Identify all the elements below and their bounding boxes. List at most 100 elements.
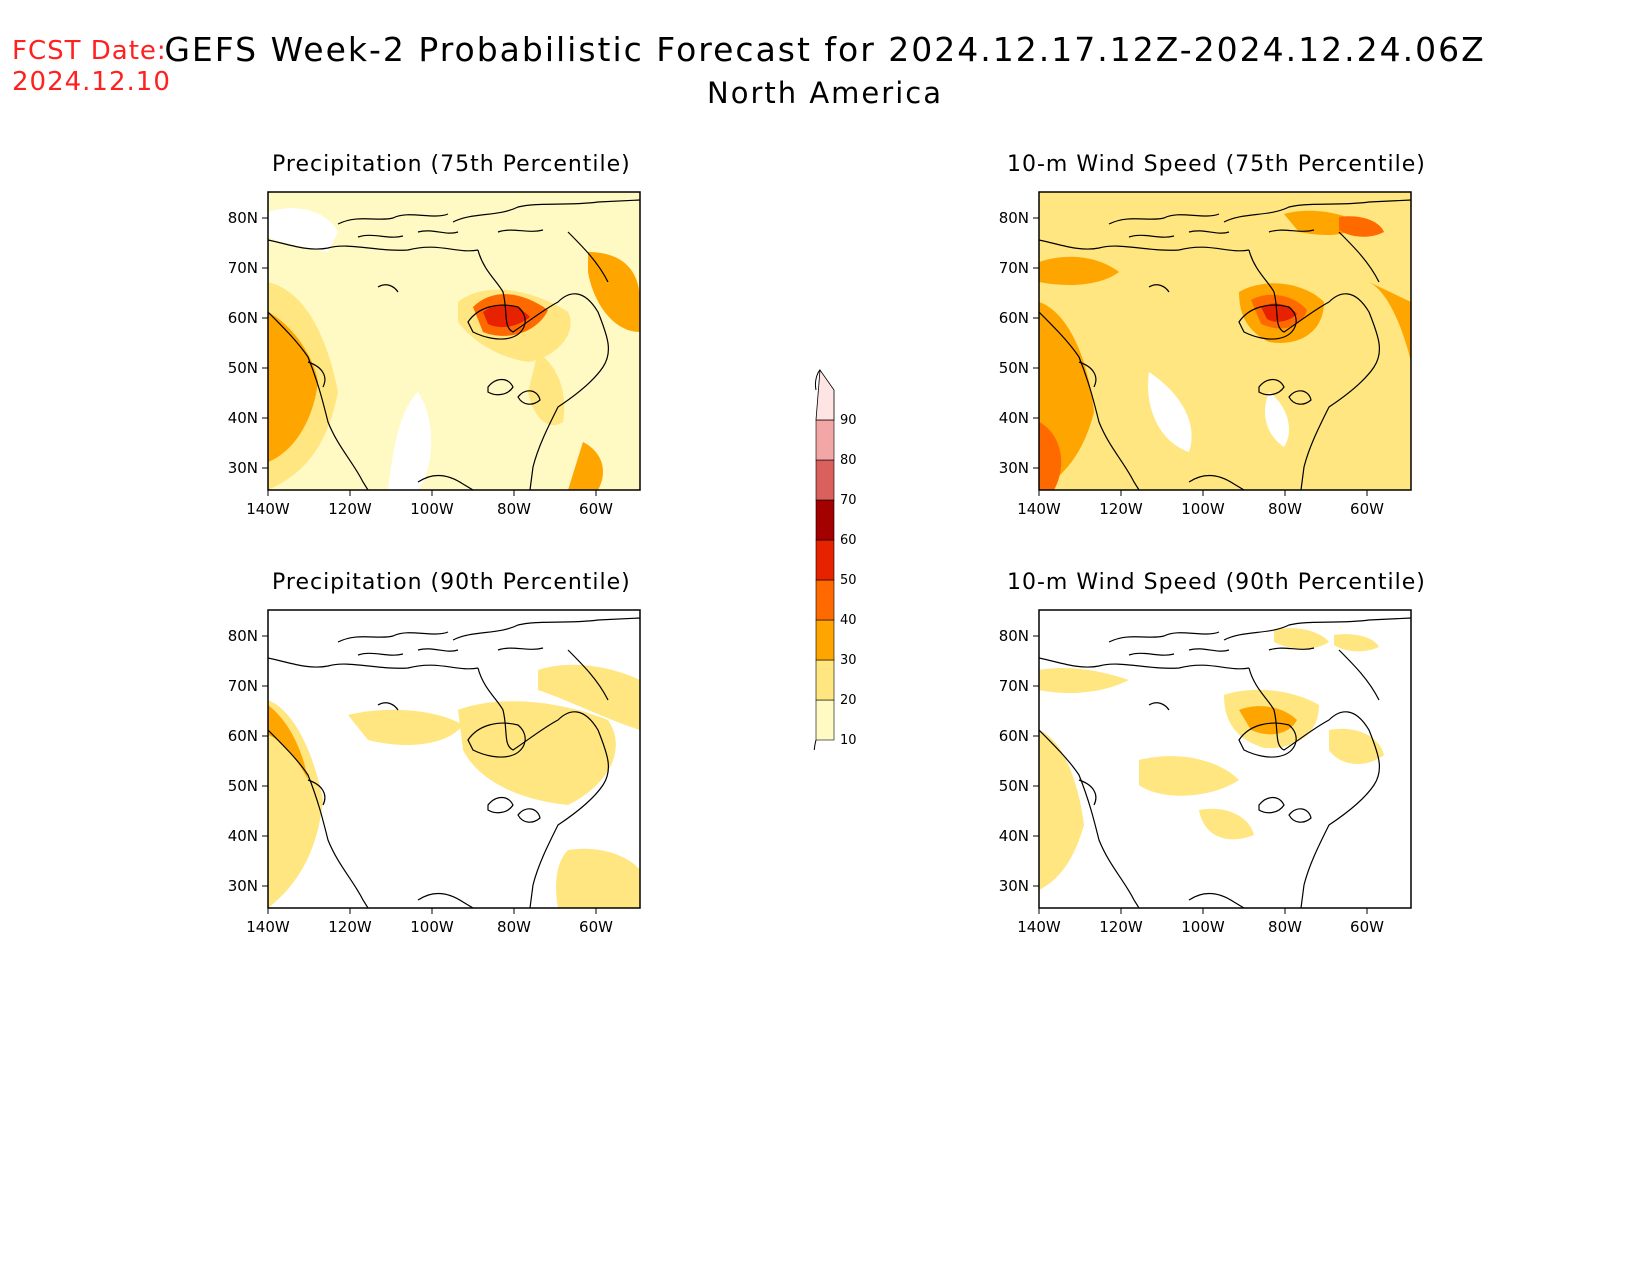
coastline-segment [1338, 649, 1380, 701]
lon-tick-label: 100W [410, 918, 454, 936]
coastline-segment [1268, 229, 1315, 233]
colorbar-label: 60 [840, 533, 857, 548]
lat-tick-label: 50N [228, 777, 258, 795]
coastline-segment [1223, 199, 1411, 223]
coastline-segment [477, 249, 610, 490]
coastline-segment [1039, 657, 1250, 670]
coastline-segment [1078, 779, 1097, 806]
probability-contour-region [538, 664, 640, 730]
lat-tick-label: 30N [999, 877, 1029, 895]
probability-contour-region [1039, 730, 1084, 890]
coastline-segment [1188, 230, 1230, 234]
lon-tick-label: 120W [328, 918, 372, 936]
colorbar-segment [815, 539, 835, 581]
coastline-segment [307, 779, 326, 806]
coastline-segment [1039, 729, 1140, 908]
coastline-segment [567, 231, 609, 283]
coastline-segment [417, 892, 474, 908]
coastline-segment [1258, 796, 1285, 814]
coastline-segment [467, 722, 526, 758]
lon-tick-label: 60W [579, 500, 613, 518]
coastline-segment [357, 234, 404, 238]
coastline-segment [1148, 284, 1170, 293]
figure-title: GEFS Week-2 Probabilistic Forecast for 2… [164, 30, 1486, 69]
probability-contour-region [568, 442, 603, 490]
map-frame [267, 609, 641, 909]
probability-contour-region [1039, 668, 1129, 693]
coastline-segment [1248, 249, 1381, 490]
colorbar-label: 90 [840, 413, 857, 428]
colorbar-segment [815, 579, 835, 621]
coastline-segment [497, 647, 544, 651]
coastline-segment [517, 808, 541, 823]
lat-tick-label: 70N [999, 677, 1029, 695]
coastline-segment [1258, 378, 1285, 396]
colorbar-segment [815, 699, 835, 741]
lon-tick-label: 60W [1350, 500, 1384, 518]
lat-tick-label: 40N [999, 827, 1029, 845]
coastline-segment [307, 361, 326, 388]
lat-tick-label: 30N [999, 459, 1029, 477]
coastline-segment [1128, 652, 1175, 656]
lon-tick-label: 100W [1181, 500, 1225, 518]
coastline-segment [1288, 390, 1312, 405]
coastline-segment [1108, 631, 1220, 643]
colorbar-head [815, 369, 821, 391]
probability-contour-region [1264, 392, 1289, 447]
coastline-segment [1238, 304, 1297, 340]
colorbar-segment [815, 659, 835, 701]
map-frame [267, 191, 641, 491]
coastline [268, 617, 640, 908]
coastline-segment [357, 652, 404, 656]
coastline-segment [337, 631, 449, 643]
forecast-date-label: FCST Date: 2024.12.10 [12, 36, 171, 98]
shaded-probability-field [268, 664, 640, 908]
coastline-segment [377, 284, 399, 293]
lat-tick-label: 80N [228, 627, 258, 645]
coastline-segment [1128, 234, 1175, 238]
probability-contour-region [1039, 422, 1062, 490]
lat-tick-label: 70N [999, 259, 1029, 277]
coastline [268, 199, 640, 490]
lat-tick-label: 70N [228, 259, 258, 277]
lon-tick-label: 120W [328, 500, 372, 518]
lat-tick-label: 70N [228, 677, 258, 695]
probability-contour-region [1369, 282, 1411, 362]
coastline [1039, 199, 1411, 490]
map-panel-wind-75: 140W 120W 100W 80W 60W 80N 70N 60N 50N 40N 30N [999, 191, 1412, 518]
colorbar-label: 70 [840, 493, 857, 508]
colorbar-label: 20 [840, 693, 857, 708]
coastline-segment [567, 649, 609, 701]
lat-tick-label: 50N [999, 359, 1029, 377]
coastline-segment [377, 702, 399, 711]
coastline-segment [477, 667, 610, 908]
coastline-segment [268, 657, 479, 670]
colorbar-segment [815, 419, 835, 461]
lat-tick-label: 50N [228, 359, 258, 377]
colorbar-segment [815, 459, 835, 501]
forecast-date-value: 2024.12.10 [12, 67, 171, 97]
colorbar-label: 30 [840, 653, 857, 668]
lon-tick-label: 140W [1017, 918, 1061, 936]
coastline-segment [487, 796, 514, 814]
coastline-segment [1078, 361, 1097, 388]
probability-contour-region [556, 848, 640, 908]
probability-contour-region [1261, 303, 1297, 322]
coastline-segment [268, 729, 369, 908]
coastline-segment [417, 230, 459, 234]
coastline-segment [467, 304, 526, 340]
probability-contour-region [1199, 808, 1254, 840]
coastline-segment [1338, 231, 1380, 283]
lon-tick-label: 60W [1350, 918, 1384, 936]
map-frame [1038, 191, 1412, 491]
lat-tick-label: 30N [228, 459, 258, 477]
colorbar: 10 20 30 40 50 60 70 80 90 [813, 368, 857, 750]
probability-contour-region [528, 352, 565, 426]
coastline-segment [1039, 311, 1140, 490]
map-frame [1038, 609, 1412, 909]
lon-tick-label: 80W [1268, 500, 1302, 518]
coastline-segment [497, 229, 544, 233]
lat-tick-label: 40N [228, 409, 258, 427]
colorbar-label: 50 [840, 573, 857, 588]
lat-tick-label: 40N [999, 409, 1029, 427]
